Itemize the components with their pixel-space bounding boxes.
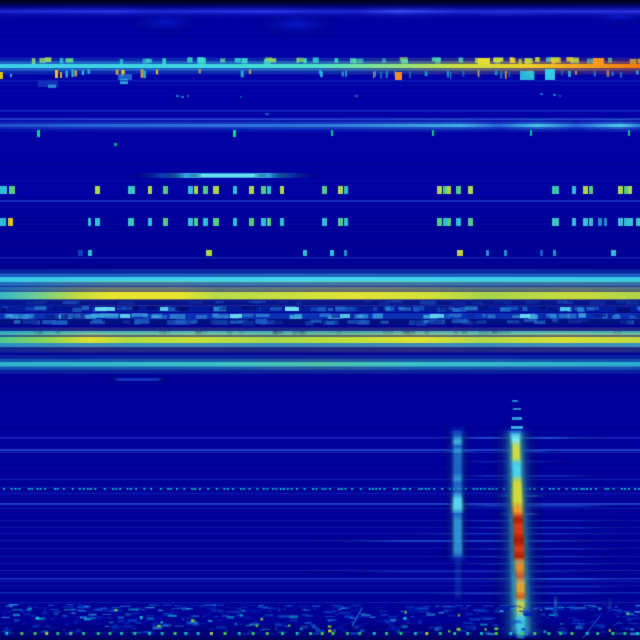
spectrogram-image — [0, 0, 640, 640]
spectrogram-canvas — [0, 0, 640, 640]
